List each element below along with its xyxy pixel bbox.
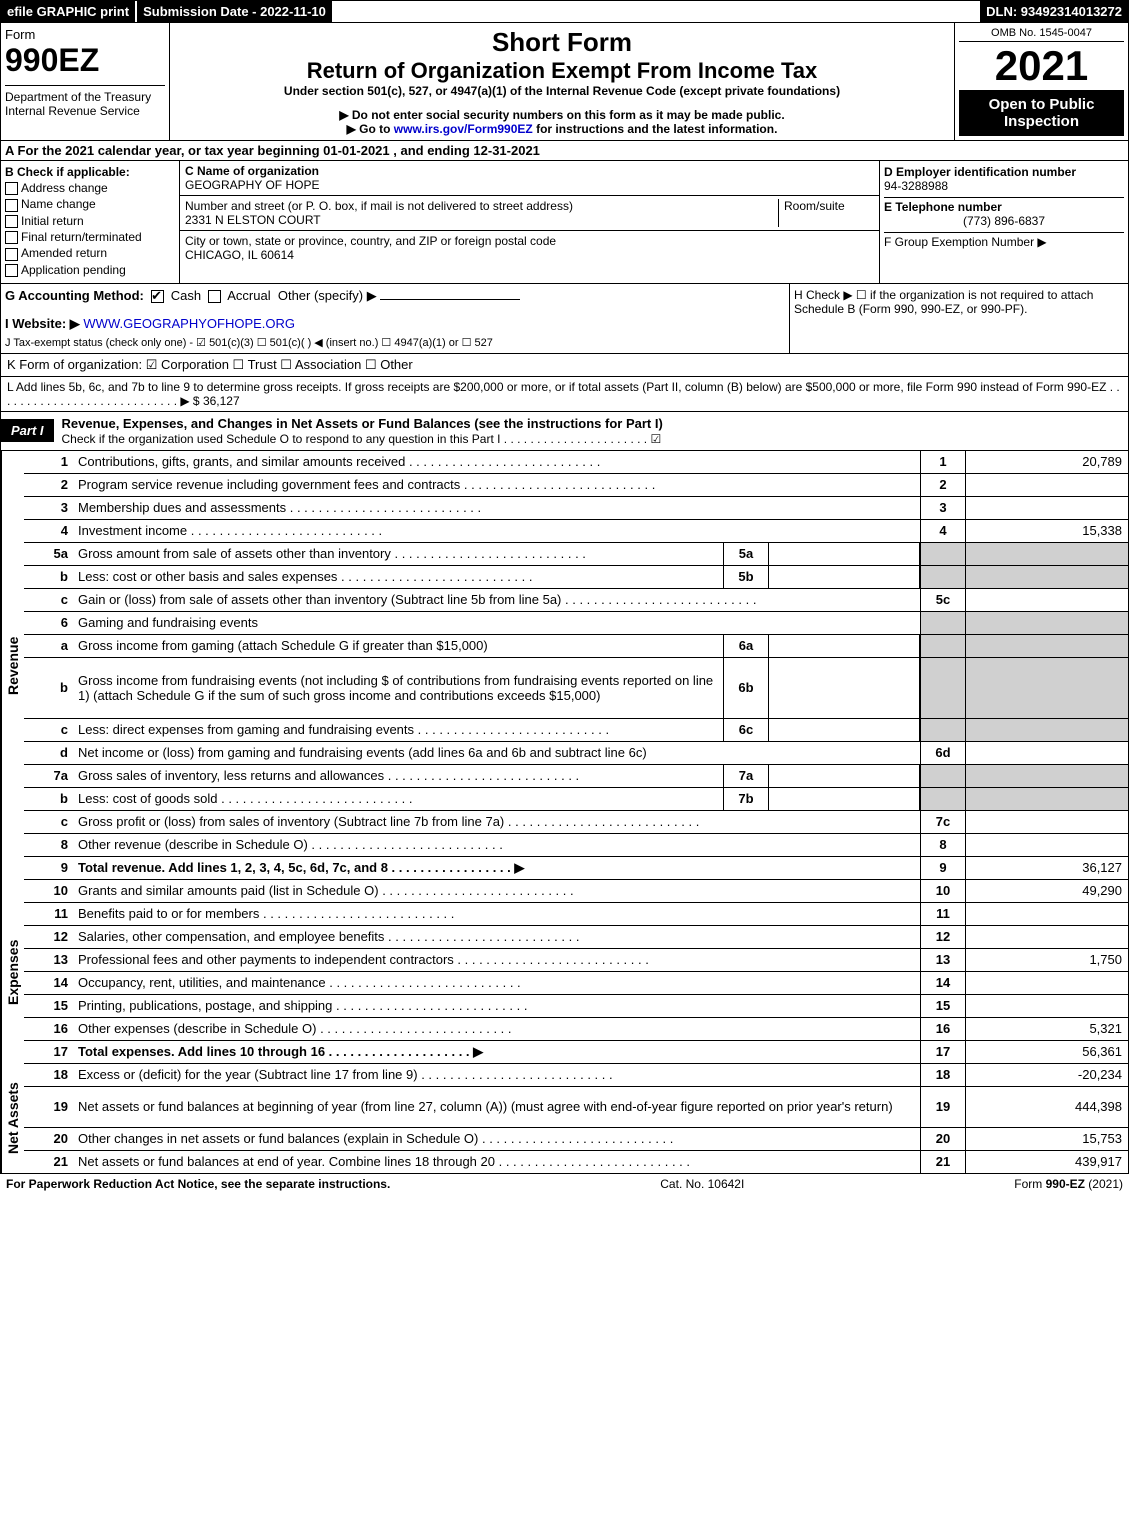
part1-check: Check if the organization used Schedule … — [62, 432, 662, 446]
footer-mid: Cat. No. 10642I — [660, 1177, 744, 1191]
revenue-vert-label: Revenue — [1, 451, 24, 880]
checkbox-accrual[interactable] — [208, 290, 221, 303]
org-name: GEOGRAPHY OF HOPE — [185, 178, 319, 192]
part1-header: Part I Revenue, Expenses, and Changes in… — [0, 412, 1129, 451]
efile-label[interactable]: efile GRAPHIC print — [1, 1, 135, 22]
k-line: K Form of organization: ☑ Corporation ☐ … — [0, 354, 1129, 377]
note-ssn: ▶ Do not enter social security numbers o… — [174, 108, 950, 122]
form-label: Form — [5, 27, 165, 42]
tax-year: 2021 — [959, 42, 1124, 90]
footer-right: Form 990-EZ (2021) — [1014, 1177, 1123, 1191]
expenses-section: Expenses 10Grants and similar amounts pa… — [0, 880, 1129, 1064]
h-section: H Check ▶ ☐ if the organization is not r… — [790, 284, 1128, 353]
checkbox-initial-return[interactable] — [5, 215, 18, 228]
gh-block: G Accounting Method: Cash Accrual Other … — [0, 284, 1129, 354]
c-city-label: City or town, state or province, country… — [185, 234, 556, 248]
submission-date: Submission Date - 2022-11-10 — [135, 1, 332, 22]
form-number: 990EZ — [5, 42, 165, 79]
checkbox-amended[interactable] — [5, 248, 18, 261]
irs-label: Internal Revenue Service — [5, 104, 140, 118]
footer-left: For Paperwork Reduction Act Notice, see … — [6, 1177, 390, 1191]
note-goto: ▶ Go to www.irs.gov/Form990EZ for instru… — [174, 122, 950, 136]
ein: 94-3288988 — [884, 179, 948, 193]
section-def: D Employer identification number 94-3288… — [880, 161, 1128, 283]
b-title: B Check if applicable: — [5, 165, 130, 179]
checkbox-name-change[interactable] — [5, 199, 18, 212]
expenses-vert-label: Expenses — [1, 880, 24, 1064]
e-label: E Telephone number — [884, 200, 1002, 214]
org-city: CHICAGO, IL 60614 — [185, 248, 294, 262]
netassets-vert-label: Net Assets — [1, 1064, 24, 1173]
c-name-label: C Name of organization — [185, 164, 319, 178]
f-label: F Group Exemption Number ▶ — [884, 235, 1047, 249]
omb: OMB No. 1545-0047 — [959, 27, 1124, 42]
checkbox-address-change[interactable] — [5, 182, 18, 195]
info-block: B Check if applicable: Address change Na… — [0, 161, 1129, 284]
part1-title: Revenue, Expenses, and Changes in Net As… — [62, 416, 663, 431]
c-addr-label: Number and street (or P. O. box, if mail… — [185, 199, 573, 213]
main-title: Return of Organization Exempt From Incom… — [174, 58, 950, 84]
irs-link[interactable]: www.irs.gov/Form990EZ — [394, 122, 533, 136]
section-c: C Name of organization GEOGRAPHY OF HOPE… — [180, 161, 880, 283]
dln: DLN: 93492314013272 — [980, 1, 1128, 22]
l-line: L Add lines 5b, 6c, and 7b to line 9 to … — [0, 377, 1129, 412]
form-header: Form 990EZ Department of the Treasury In… — [0, 23, 1129, 141]
netassets-section: Net Assets 18Excess or (deficit) for the… — [0, 1064, 1129, 1174]
i-label: I Website: ▶ — [5, 316, 80, 331]
section-a: A For the 2021 calendar year, or tax yea… — [0, 141, 1129, 161]
checkbox-cash[interactable] — [151, 290, 164, 303]
short-form-title: Short Form — [174, 27, 950, 58]
checkbox-app-pending[interactable] — [5, 264, 18, 277]
g-label: G Accounting Method: — [5, 288, 144, 303]
footer: For Paperwork Reduction Act Notice, see … — [0, 1174, 1129, 1194]
checkbox-final-return[interactable] — [5, 231, 18, 244]
room-label: Room/suite — [784, 199, 845, 213]
top-bar: efile GRAPHIC print Submission Date - 20… — [0, 0, 1129, 23]
website-link[interactable]: WWW.GEOGRAPHYOFHOPE.ORG — [83, 316, 295, 331]
open-inspection: Open to Public Inspection — [959, 90, 1124, 136]
phone: (773) 896-6837 — [884, 214, 1124, 228]
org-address: 2331 N ELSTON COURT — [185, 213, 321, 227]
section-b: B Check if applicable: Address change Na… — [1, 161, 180, 283]
dept-label: Department of the Treasury — [5, 90, 151, 104]
part1-label: Part I — [1, 419, 54, 442]
subtitle: Under section 501(c), 527, or 4947(a)(1)… — [174, 84, 950, 98]
d-label: D Employer identification number — [884, 165, 1076, 179]
revenue-section: Revenue 1Contributions, gifts, grants, a… — [0, 451, 1129, 880]
j-line: J Tax-exempt status (check only one) - ☑… — [5, 336, 785, 349]
